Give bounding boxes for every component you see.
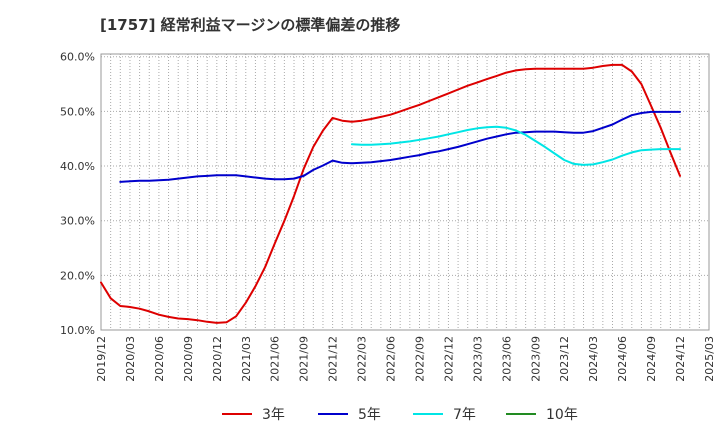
x-tick-label: 2020/12 (211, 336, 224, 382)
x-tick-label: 2023/06 (500, 336, 513, 382)
series-lines (100, 63, 681, 324)
legend-label-7年: 7年 (453, 407, 476, 423)
grid (101, 54, 709, 331)
legend: 3年 5年 7年 10年 (222, 407, 578, 423)
x-tick-label: 2021/12 (327, 336, 340, 382)
x-tick-label: 2024/09 (645, 336, 658, 382)
y-tick-label: 20.0% (60, 269, 95, 282)
y-tick-label: 60.0% (60, 51, 95, 64)
series-line-7年 (350, 125, 681, 166)
x-tick-label: 2025/03 (703, 336, 716, 382)
legend-label-3年: 3年 (262, 407, 285, 423)
plot-area-frame (100, 53, 710, 331)
x-tick-label: 2021/06 (269, 336, 282, 382)
x-tick-label: 2023/03 (471, 336, 484, 382)
legend-label-10年: 10年 (546, 407, 578, 423)
x-tick-label: 2023/12 (558, 336, 571, 382)
x-tick-label: 2022/03 (356, 336, 369, 382)
x-tick-label: 2023/09 (529, 336, 542, 382)
series-line-5年 (119, 110, 681, 183)
y-tick-label: 10.0% (60, 324, 95, 337)
x-tick-label: 2021/03 (240, 336, 253, 382)
x-tick-label: 2022/06 (385, 336, 398, 382)
y-tick-label: 50.0% (60, 105, 95, 118)
x-tick-label: 2020/06 (153, 336, 166, 382)
x-tick-label: 2024/12 (674, 336, 687, 382)
y-axis: 10.0% 20.0% 30.0% 40.0% 50.0% 60.0% (60, 51, 95, 337)
y-tick-label: 30.0% (60, 215, 95, 228)
x-tick-label: 2022/09 (413, 336, 426, 382)
x-tick-label: 2020/09 (182, 336, 195, 382)
x-axis: 2019/12 2020/03 2020/06 2020/09 2020/12 2021/… (95, 336, 716, 382)
x-tick-label: 2024/06 (616, 336, 629, 382)
y-tick-label: 40.0% (60, 160, 95, 173)
x-tick-label: 2024/03 (587, 336, 600, 382)
series-line-3年 (100, 63, 681, 324)
x-tick-label: 2021/09 (298, 336, 311, 382)
x-tick-label: 2019/12 (95, 336, 108, 382)
legend-label-5年: 5年 (358, 407, 381, 423)
x-tick-label: 2022/12 (442, 336, 455, 382)
chart-title: [1757] 経常利益マージンの標準偏差の推移 (100, 16, 401, 34)
x-tick-label: 2020/03 (124, 336, 137, 382)
